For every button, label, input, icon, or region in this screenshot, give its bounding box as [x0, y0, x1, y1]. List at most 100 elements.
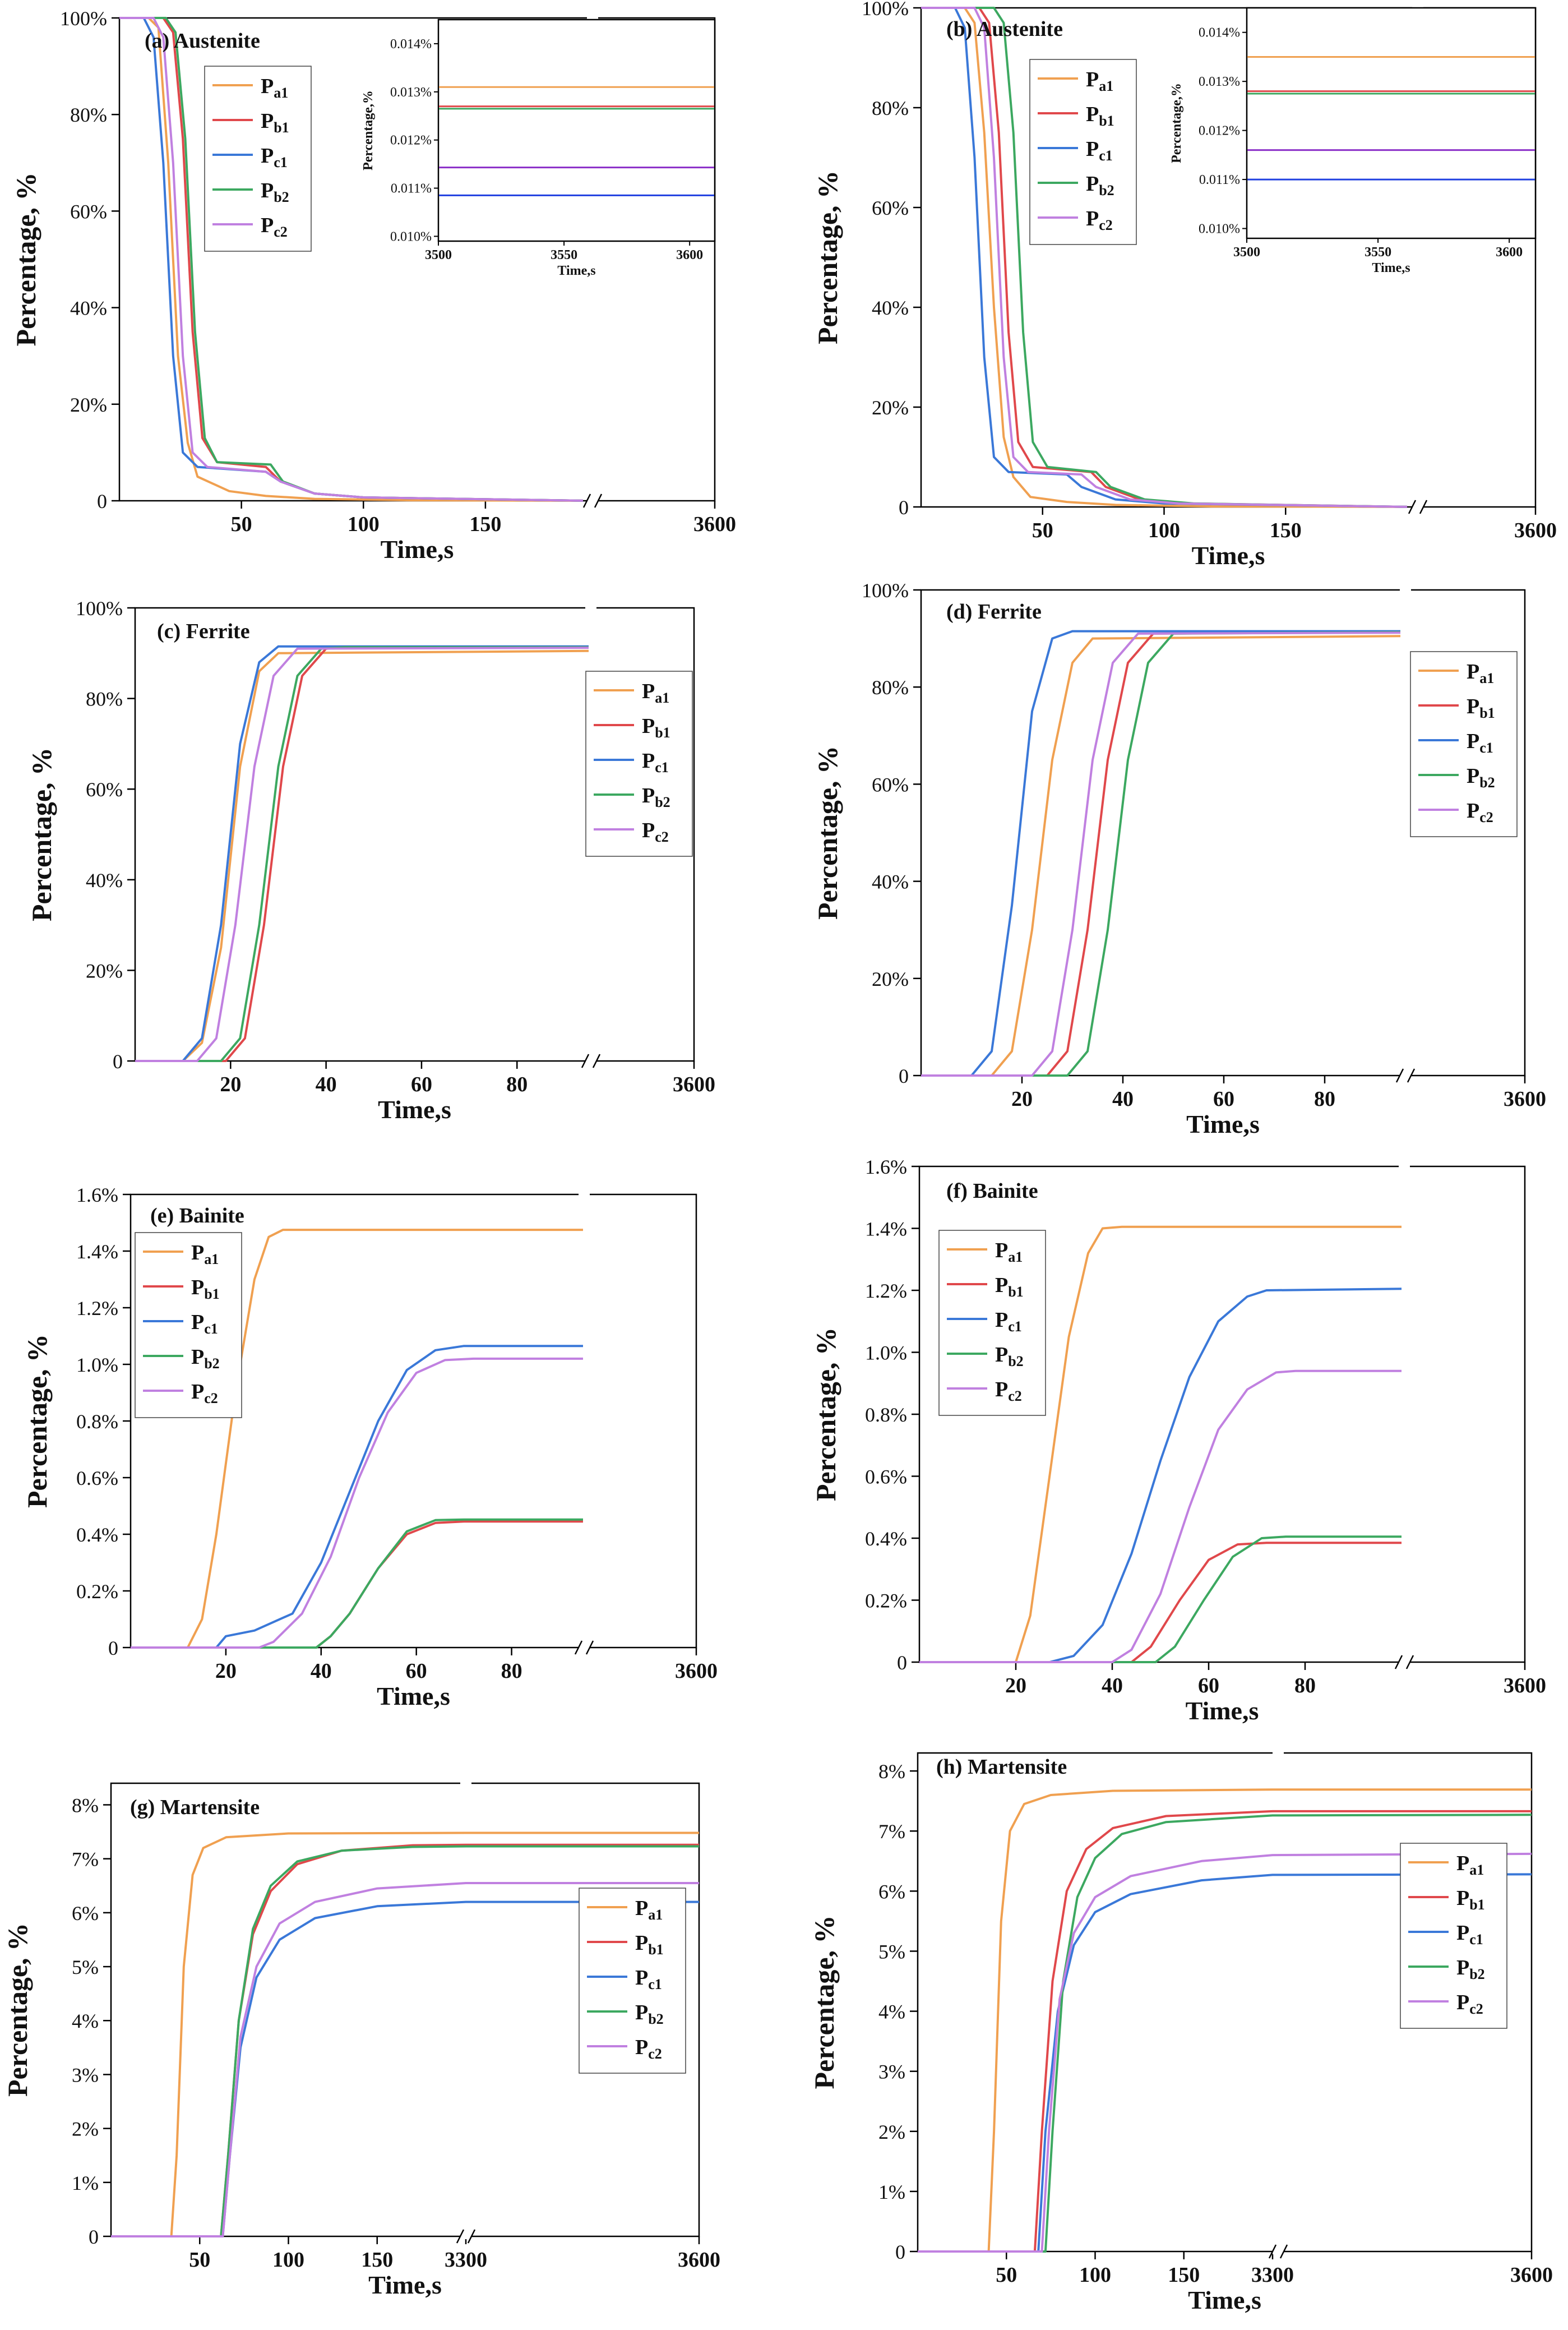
series-line-Pc1 [918, 1873, 1532, 2253]
chart-panel-d: 0 20% 40% 60% 80% 100% 20 40 60 80 3600 Time,s Perce… [812, 579, 1546, 1138]
legend-label-Pc2: Pc2 [635, 2036, 662, 2062]
y-tick-label: 0.2% [865, 1590, 907, 1612]
y-axis-label: Percentage, % [812, 170, 843, 344]
y-tick-label: 0.6% [76, 1467, 118, 1489]
axis-break-gap-top [1273, 1751, 1284, 1756]
inset-x-tick-label: 3550 [551, 248, 577, 262]
y-tick-label: 60% [70, 200, 107, 223]
legend-label-Pc2: Pc2 [1456, 1991, 1483, 2017]
x-tick-label: 50 [996, 2263, 1017, 2287]
y-tick-label: 0 [897, 1651, 907, 1674]
x-tick-label: 100 [348, 513, 380, 536]
x-axis-label: Time,s [381, 535, 454, 564]
y-tick-label: 1.4% [865, 1218, 907, 1240]
y-tick-label: 40% [70, 297, 107, 320]
legend-box [938, 1230, 1046, 1416]
legend-box [135, 1232, 242, 1418]
x-tick-label: 100 [272, 2248, 304, 2272]
series-line-Pa1 [921, 7, 1408, 508]
y-tick-label: 3% [72, 2064, 99, 2086]
legend-label-Pb2: Pb2 [1456, 1956, 1485, 1982]
series-line-Pc1 [921, 630, 1400, 1077]
series-line-Pc2 [119, 17, 584, 502]
legend-label-Pc1: Pc1 [635, 1966, 662, 1992]
inset-x-tick-label: 3500 [1233, 245, 1260, 260]
legend-label-Pc1: Pc1 [1467, 730, 1493, 756]
axis-break-mark [456, 2229, 465, 2244]
x-tick-label: 150 [361, 2248, 393, 2272]
legend-label-Pb1: Pb1 [1467, 695, 1495, 721]
legend-label-Pc2: Pc2 [1086, 207, 1113, 233]
x-tick-label: 3600 [1514, 519, 1557, 542]
x-tick-label: 60 [406, 1659, 427, 1683]
y-tick-label: 0 [97, 490, 107, 513]
x-tick-label: 20 [220, 1073, 241, 1096]
y-tick-label: 0 [899, 1065, 909, 1087]
series-line-Pc2 [918, 1852, 1532, 2253]
y-tick-label: 100% [862, 579, 909, 602]
y-tick-label: 80% [872, 97, 909, 119]
legend-label-Pb1: Pb1 [642, 714, 670, 741]
chart-panel-e: 0 0.2% 0.4% 0.6% 0.8% 1.0% 1.2% 1.4% 1.6% 20 40 60 8… [21, 1184, 718, 1710]
axis-break-mark [1394, 1655, 1403, 1669]
series-line-Pa1 [135, 649, 589, 1062]
series-line-Pa1 [111, 1831, 699, 2237]
y-tick-label: 0.2% [76, 1580, 118, 1603]
y-tick-label: 0 [113, 1050, 123, 1073]
series-line-Pb2 [921, 631, 1401, 1077]
legend-label-Pa1: Pa1 [261, 75, 288, 101]
legend-label-Pb2: Pb2 [642, 784, 670, 810]
y-tick-label: 60% [872, 773, 909, 796]
legend-label-Pb2: Pb2 [261, 179, 289, 205]
legend-box [585, 671, 693, 857]
x-axis-label: Time,s [378, 1095, 451, 1124]
x-tick-label: 3600 [1504, 1087, 1546, 1111]
y-tick-label: 0.8% [865, 1404, 907, 1426]
y-tick-label: 0 [895, 2241, 905, 2263]
axis-break-mark [1395, 1068, 1404, 1083]
axis-break-mark [1268, 2244, 1277, 2259]
axis-break-mark [467, 2229, 476, 2244]
axis-break-gap-top [1399, 1164, 1410, 1170]
y-axis-label: Percentage, % [812, 746, 843, 920]
series-line-Pa1 [921, 635, 1401, 1077]
y-tick-label: 40% [872, 297, 909, 319]
inset-y-tick-label: 0.010% [390, 229, 432, 244]
x-tick-label: 60 [411, 1073, 432, 1096]
x-axis-label: Time,s [377, 1682, 450, 1710]
inset-chart-b: 0.010% 0.011% 0.012% 0.013% 0.014% 3500 3550 36… [1169, 7, 1537, 275]
plot-frame [917, 1752, 1533, 2253]
x-tick-label: 40 [311, 1659, 332, 1683]
y-tick-label: 100% [862, 0, 909, 20]
legend-box [1410, 651, 1518, 837]
y-tick-label: 7% [878, 1820, 905, 1843]
x-tick-label: 80 [501, 1659, 522, 1683]
series-line-Pc2 [135, 647, 589, 1062]
axis-break-gap-top [579, 1192, 590, 1198]
y-tick-label: 100% [76, 597, 123, 620]
chart-panel-a: 0 20% 40% 60% 80% 100% 50 100 150 3600 Time,s Perce… [10, 7, 736, 564]
chart-title: (f) Bainite [946, 1179, 1038, 1203]
y-tick-label: 0 [899, 496, 909, 519]
axis-break-mark [594, 493, 603, 508]
x-axis-label: Time,s [1186, 1696, 1259, 1725]
series-line-Pb2 [135, 646, 589, 1062]
legend-label-Pa1: Pa1 [191, 1241, 219, 1267]
chart-panel-c: 0 20% 40% 60% 80% 100% 20 40 60 80 3600 Time,s Perce… [26, 597, 715, 1124]
inset-y-tick-label: 0.013% [1199, 75, 1240, 89]
y-tick-label: 80% [872, 676, 909, 699]
axis-break-gap [1399, 1659, 1410, 1665]
series-line-Pc2 [921, 7, 1408, 508]
y-tick-label: 5% [878, 1940, 905, 1963]
y-tick-label: 60% [872, 197, 909, 219]
legend-box [579, 1888, 686, 2074]
y-tick-label: 0.6% [865, 1466, 907, 1488]
series-line-Pc2 [919, 1369, 1402, 1663]
inset-y-tick-label: 0.013% [390, 85, 432, 100]
series-line-Pb1 [135, 646, 589, 1062]
inset-y-tick-label: 0.010% [1199, 222, 1240, 237]
y-tick-label: 4% [878, 2001, 905, 2023]
legend-label-Pa1: Pa1 [1456, 1852, 1484, 1878]
series-line-Pc2 [131, 1357, 583, 1649]
series-line-Pc1 [131, 1345, 583, 1649]
